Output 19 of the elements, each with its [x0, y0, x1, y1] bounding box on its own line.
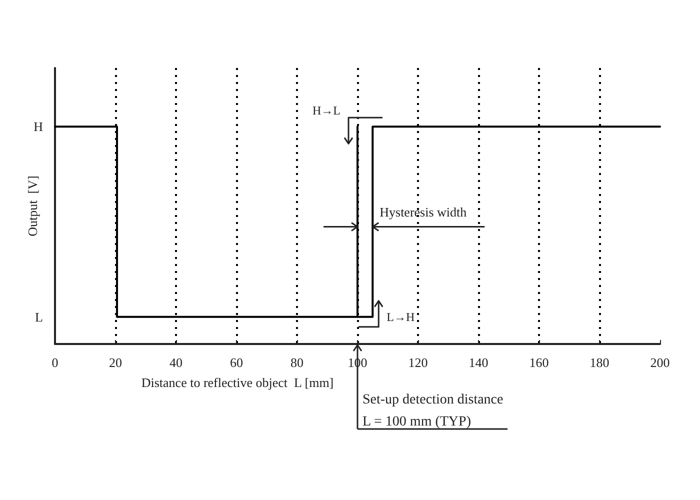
x-tick-label: 160 [529, 355, 549, 370]
x-tick-label: 140 [468, 355, 488, 370]
x-tick-label: 120 [408, 355, 428, 370]
annotation: Hysteresis width [380, 204, 468, 220]
x-tick-label: 40 [170, 355, 182, 370]
text: L = 100 mm (TYP) [362, 414, 472, 430]
x-tick-label: 0 [52, 355, 58, 370]
x-tick-label: 180 [590, 355, 610, 370]
text: L [35, 309, 44, 324]
text: H→L [312, 104, 340, 118]
x-tick-label: 20 [109, 355, 122, 370]
x-axis-title: Distance to reflective object L [mm] [141, 375, 334, 390]
ref-line-label: Set-up detection distance [362, 392, 504, 408]
annotation: L→H [386, 310, 415, 324]
x-tick-label: 200 [650, 355, 670, 370]
text: H [34, 119, 43, 134]
x-tick-label: 60 [230, 355, 243, 370]
y-axis-title: Output [V] [25, 176, 40, 236]
x-tick-label: 80 [290, 355, 304, 370]
